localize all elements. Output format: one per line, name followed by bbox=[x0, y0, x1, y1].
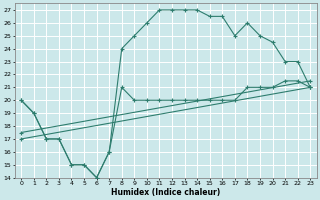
X-axis label: Humidex (Indice chaleur): Humidex (Indice chaleur) bbox=[111, 188, 220, 197]
